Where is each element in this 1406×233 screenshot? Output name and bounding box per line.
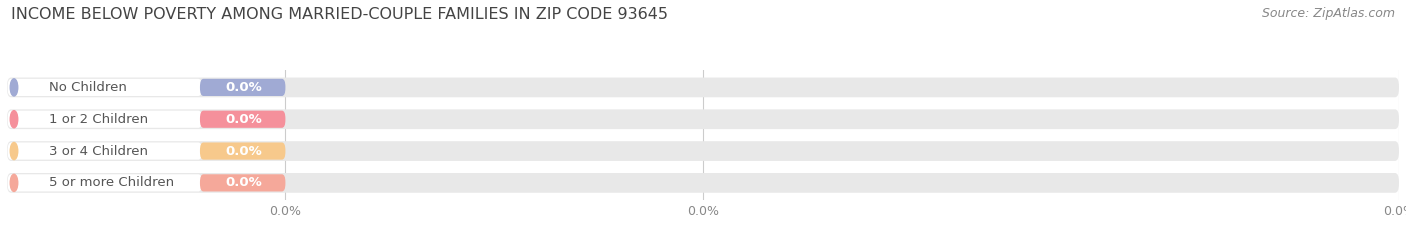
Text: Source: ZipAtlas.com: Source: ZipAtlas.com: [1261, 7, 1395, 20]
FancyBboxPatch shape: [200, 174, 285, 192]
Text: 0.0%: 0.0%: [225, 81, 262, 94]
Text: 0.0%: 0.0%: [225, 113, 262, 126]
FancyBboxPatch shape: [200, 142, 285, 160]
Text: INCOME BELOW POVERTY AMONG MARRIED-COUPLE FAMILIES IN ZIP CODE 93645: INCOME BELOW POVERTY AMONG MARRIED-COUPL…: [11, 7, 668, 22]
FancyBboxPatch shape: [7, 173, 1399, 193]
FancyBboxPatch shape: [7, 141, 1399, 161]
FancyBboxPatch shape: [200, 111, 285, 128]
FancyBboxPatch shape: [200, 79, 285, 96]
FancyBboxPatch shape: [7, 174, 202, 192]
Circle shape: [10, 79, 18, 96]
FancyBboxPatch shape: [7, 79, 202, 96]
FancyBboxPatch shape: [7, 142, 202, 160]
Circle shape: [10, 174, 18, 192]
FancyBboxPatch shape: [7, 109, 1399, 129]
Circle shape: [10, 111, 18, 128]
FancyBboxPatch shape: [7, 78, 1399, 97]
Text: 0.0%: 0.0%: [225, 144, 262, 158]
Text: 3 or 4 Children: 3 or 4 Children: [49, 144, 148, 158]
Circle shape: [10, 142, 18, 160]
FancyBboxPatch shape: [7, 111, 202, 128]
Text: 0.0%: 0.0%: [225, 176, 262, 189]
Text: 1 or 2 Children: 1 or 2 Children: [49, 113, 148, 126]
Text: No Children: No Children: [49, 81, 127, 94]
Text: 5 or more Children: 5 or more Children: [49, 176, 174, 189]
